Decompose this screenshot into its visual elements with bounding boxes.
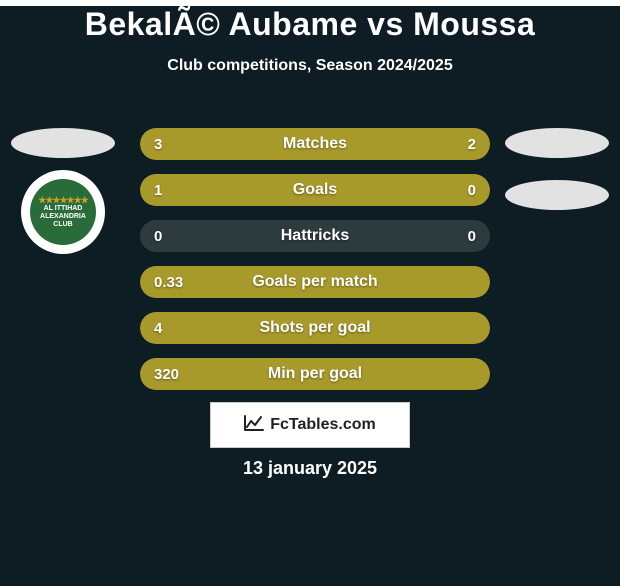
stat-row: 320Min per goal [140,358,490,390]
page-title: BekalÃ© Aubame vs Moussa [0,6,620,43]
left-club-badge: ★★★★★★★ AL ITTIHAD ALEXANDRIA CLUB [21,170,105,254]
stat-row: 4Shots per goal [140,312,490,344]
stat-bars: 32Matches 10Goals 00Hattricks 0.33Goals per… [140,128,490,390]
stat-row: 10Goals [140,174,490,206]
club-name: AL ITTIHAD [44,205,83,213]
chart-icon [244,415,264,436]
stat-row: 0.33Goals per match [140,266,490,298]
brand-text: FcTables.com [270,416,376,434]
stat-label: Hattricks [140,220,490,252]
page-subtitle: Club competitions, Season 2024/2025 [0,57,620,75]
club-badge-inner: ★★★★★★★ AL ITTIHAD ALEXANDRIA CLUB [30,179,96,245]
stat-label: Shots per goal [140,312,490,344]
left-badges-column: ★★★★★★★ AL ITTIHAD ALEXANDRIA CLUB [8,128,118,254]
comparison-infographic: BekalÃ© Aubame vs Moussa Club competitio… [0,6,620,586]
stat-row: 32Matches [140,128,490,160]
stat-label: Goals per match [140,266,490,298]
stat-row: 00Hattricks [140,220,490,252]
right-badges-column [502,128,612,210]
brand-badge: FcTables.com [210,402,410,448]
left-placeholder-oval-1 [11,128,115,158]
club-subname: ALEXANDRIA CLUB [30,213,96,228]
footer-date: 13 january 2025 [0,458,620,479]
club-stars: ★★★★★★★ [38,196,87,206]
right-placeholder-oval-2 [505,180,609,210]
stat-label: Min per goal [140,358,490,390]
stat-label: Goals [140,174,490,206]
stat-label: Matches [140,128,490,160]
right-placeholder-oval-1 [505,128,609,158]
